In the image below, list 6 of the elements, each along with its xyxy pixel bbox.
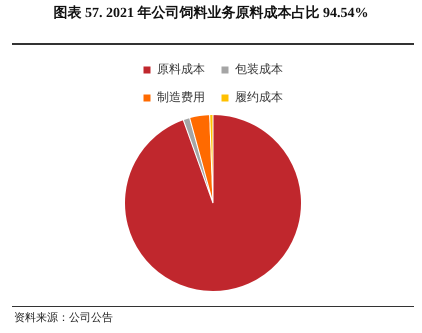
legend-label: 原料成本 [157, 62, 205, 76]
legend-label: 制造费用 [157, 90, 205, 104]
legend-label: 包装成本 [235, 62, 283, 76]
legend-label: 履约成本 [235, 90, 283, 104]
chart-title: 图表 57. 2021 年公司饲料业务原料成本占比 94.54% [52, 4, 370, 22]
text: 资料来源：公司公告 [14, 310, 113, 325]
